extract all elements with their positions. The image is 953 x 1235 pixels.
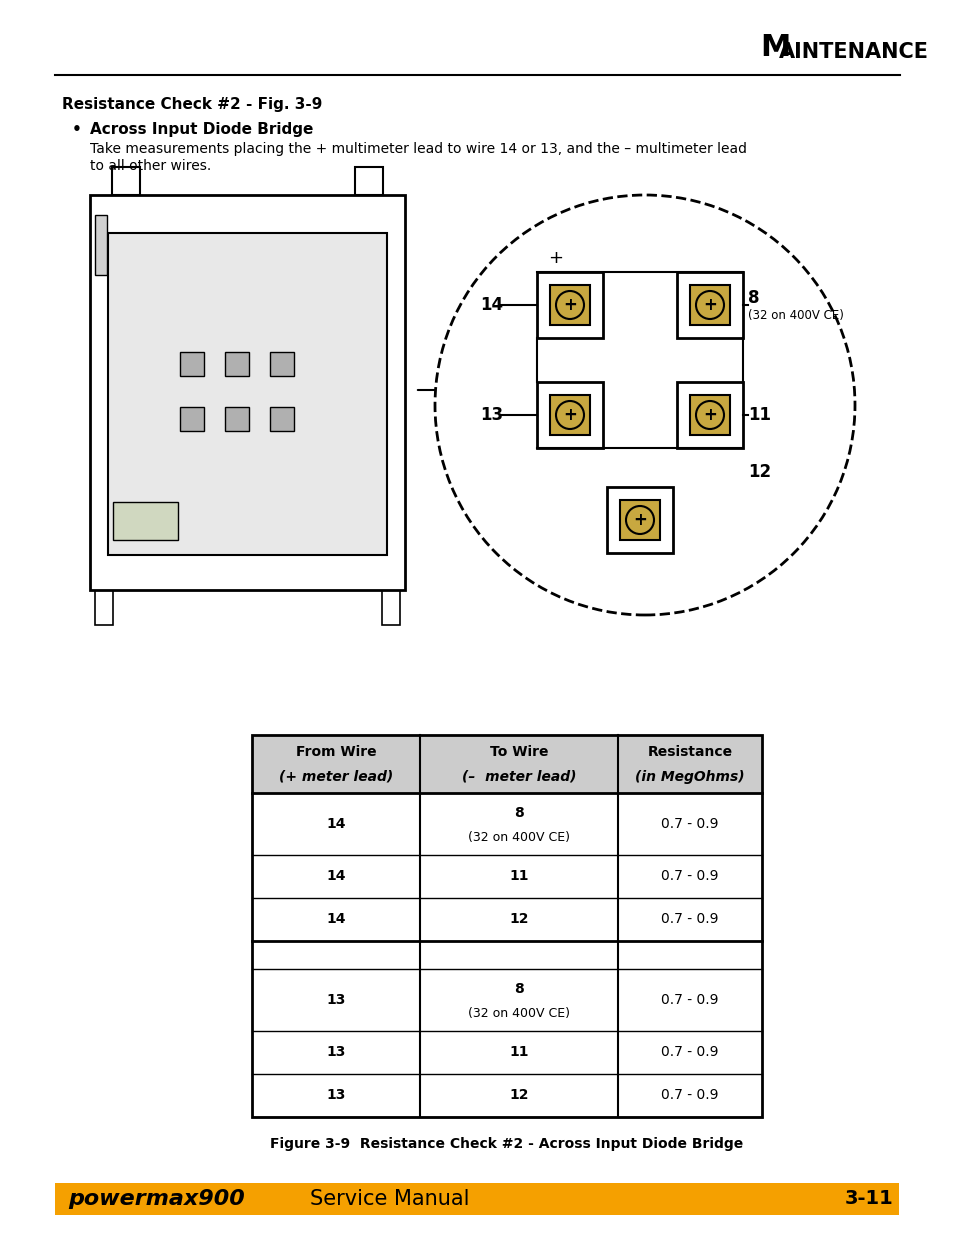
Text: 14: 14 (326, 911, 345, 926)
Bar (381, 587, 399, 625)
Text: 13: 13 (326, 993, 345, 1007)
Bar (677, 382, 742, 448)
Text: Across Input Diode Bridge: Across Input Diode Bridge (90, 122, 313, 137)
Text: 13: 13 (479, 406, 502, 424)
Text: Figure 3-9  Resistance Check #2 - Across Input Diode Bridge: Figure 3-9 Resistance Check #2 - Across … (270, 1137, 742, 1151)
Text: 12: 12 (509, 1088, 528, 1102)
Text: (32 on 400V CE): (32 on 400V CE) (468, 831, 569, 845)
Text: (in MegOhms): (in MegOhms) (635, 769, 744, 784)
Text: 8: 8 (514, 982, 523, 995)
Text: +: + (547, 249, 562, 267)
Text: Service Manual: Service Manual (310, 1189, 469, 1209)
Text: M: M (760, 33, 789, 62)
Text: +: + (702, 296, 717, 314)
Bar (550, 285, 589, 325)
Bar (689, 395, 729, 435)
Bar (55, 1183, 898, 1215)
Bar (95, 587, 112, 625)
Circle shape (435, 195, 854, 615)
Text: 0.7 - 0.9: 0.7 - 0.9 (660, 911, 718, 926)
Bar (619, 500, 659, 540)
Text: 3-11: 3-11 (843, 1189, 892, 1209)
Text: 14: 14 (326, 869, 345, 883)
Text: powermax900: powermax900 (68, 1189, 245, 1209)
Bar (90, 195, 405, 590)
Bar (225, 408, 249, 431)
Text: 11: 11 (509, 1045, 528, 1058)
Text: 8: 8 (747, 289, 759, 308)
Text: To Wire: To Wire (489, 746, 548, 760)
Circle shape (625, 506, 654, 534)
Text: (+ meter lead): (+ meter lead) (278, 769, 393, 784)
Bar (550, 395, 589, 435)
Circle shape (696, 291, 723, 319)
Text: +: + (702, 406, 717, 424)
Bar (270, 352, 294, 375)
Bar (270, 408, 294, 431)
Text: +: + (562, 406, 577, 424)
Text: +: + (562, 296, 577, 314)
FancyArrowPatch shape (417, 385, 470, 394)
Text: 0.7 - 0.9: 0.7 - 0.9 (660, 1088, 718, 1102)
Bar (180, 408, 204, 431)
Text: From Wire: From Wire (295, 746, 375, 760)
Text: (32 on 400V CE): (32 on 400V CE) (468, 1007, 569, 1020)
Text: 13: 13 (326, 1045, 345, 1058)
Bar (355, 167, 382, 195)
Text: 0.7 - 0.9: 0.7 - 0.9 (660, 1045, 718, 1058)
Text: 0.7 - 0.9: 0.7 - 0.9 (660, 993, 718, 1007)
Text: Resistance Check #2 - Fig. 3-9: Resistance Check #2 - Fig. 3-9 (62, 98, 322, 112)
Bar (537, 382, 602, 448)
Circle shape (696, 401, 723, 429)
Text: 0.7 - 0.9: 0.7 - 0.9 (660, 869, 718, 883)
Bar (252, 735, 761, 793)
Circle shape (556, 401, 583, 429)
Bar (108, 233, 387, 555)
Text: 13: 13 (326, 1088, 345, 1102)
Text: (32 on 400V CE): (32 on 400V CE) (747, 309, 843, 321)
Text: (–  meter lead): (– meter lead) (461, 769, 576, 784)
Bar (112, 501, 178, 540)
Text: Resistance: Resistance (647, 746, 732, 760)
Text: 11: 11 (509, 869, 528, 883)
Text: AINTENANCE: AINTENANCE (779, 42, 928, 62)
Text: 14: 14 (479, 296, 502, 314)
Circle shape (556, 291, 583, 319)
Text: +: + (633, 511, 646, 529)
Bar (225, 352, 249, 375)
Text: Take measurements placing the + multimeter lead to wire 14 or 13, and the – mult: Take measurements placing the + multimet… (90, 142, 746, 156)
Text: •: • (71, 122, 82, 137)
Bar (537, 272, 602, 338)
Text: 12: 12 (747, 463, 770, 480)
Text: 12: 12 (509, 911, 528, 926)
Bar (252, 735, 761, 1116)
Bar (95, 215, 107, 275)
Bar (606, 487, 672, 553)
Text: 14: 14 (326, 818, 345, 831)
Text: 0.7 - 0.9: 0.7 - 0.9 (660, 818, 718, 831)
Text: 8: 8 (514, 806, 523, 820)
Bar (112, 167, 140, 195)
Text: to all other wires.: to all other wires. (90, 159, 211, 173)
Bar (180, 352, 204, 375)
Text: 11: 11 (747, 406, 770, 424)
Bar (689, 285, 729, 325)
Bar (677, 272, 742, 338)
